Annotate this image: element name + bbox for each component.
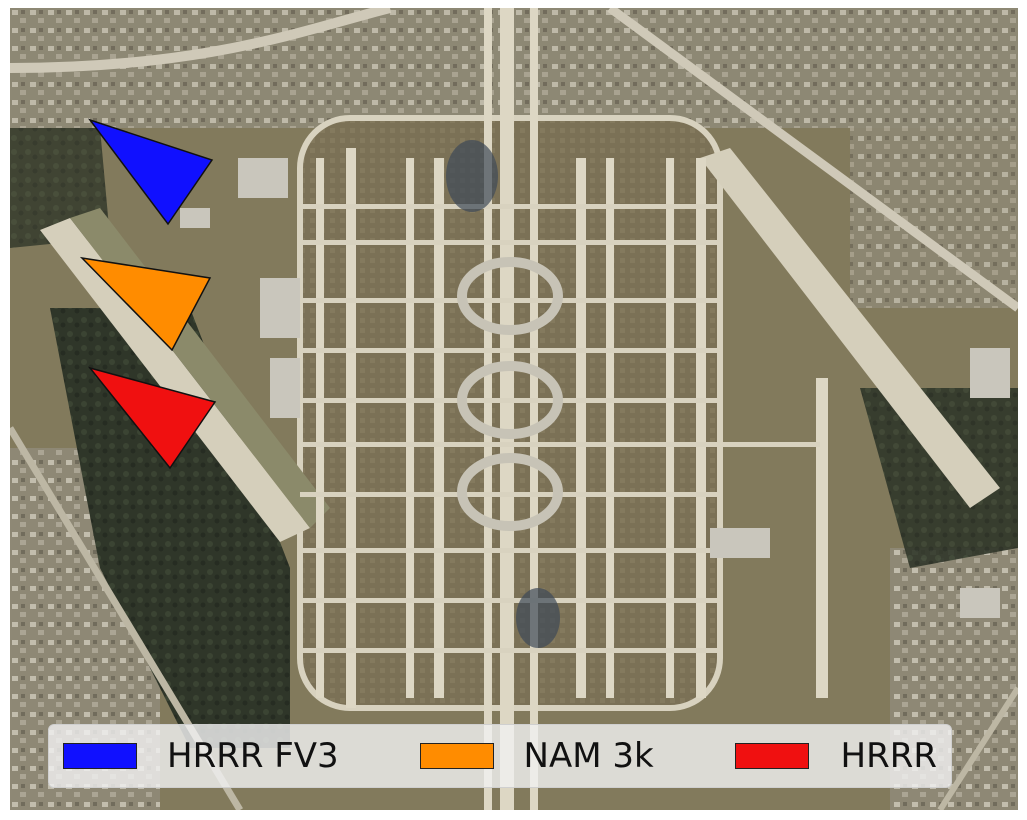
marker-hrrr (87, 366, 217, 470)
terminals (457, 257, 563, 531)
urban-area-east (850, 128, 1018, 308)
taxiways (300, 204, 820, 653)
runway-system (316, 8, 828, 810)
legend-swatch-nam-3k (419, 743, 494, 769)
legend-label-hrrr: HRRR (840, 736, 937, 776)
legend-swatch-hrrr-fv3 (63, 743, 137, 769)
marker-nam-3k (79, 256, 212, 352)
legend-entry-hrrr: HRRR (734, 736, 937, 776)
legend-swatch-hrrr (734, 743, 809, 769)
satellite-map (10, 8, 1018, 810)
marker-hrrr-fv3 (87, 118, 214, 226)
highway-north (10, 8, 392, 73)
highway-southeast (937, 686, 1018, 810)
terminal-parking (446, 140, 560, 648)
legend: HRRR FV3 NAM 3k HRRR (48, 724, 952, 788)
highway-northeast (607, 8, 1018, 312)
map-canvas (10, 8, 1018, 810)
legend-entry-hrrr-fv3: HRRR FV3 (63, 736, 339, 776)
forest-east (860, 388, 1018, 568)
runway-diagonal-east (700, 148, 1000, 508)
cargo-east (710, 348, 1010, 618)
legend-label-nam-3k: NAM 3k (523, 736, 654, 776)
hangars-west (180, 158, 300, 418)
runway-diagonal-west (40, 218, 310, 542)
legend-entry-nam-3k: NAM 3k (419, 736, 654, 776)
legend-label-hrrr-fv3: HRRR FV3 (167, 736, 339, 776)
